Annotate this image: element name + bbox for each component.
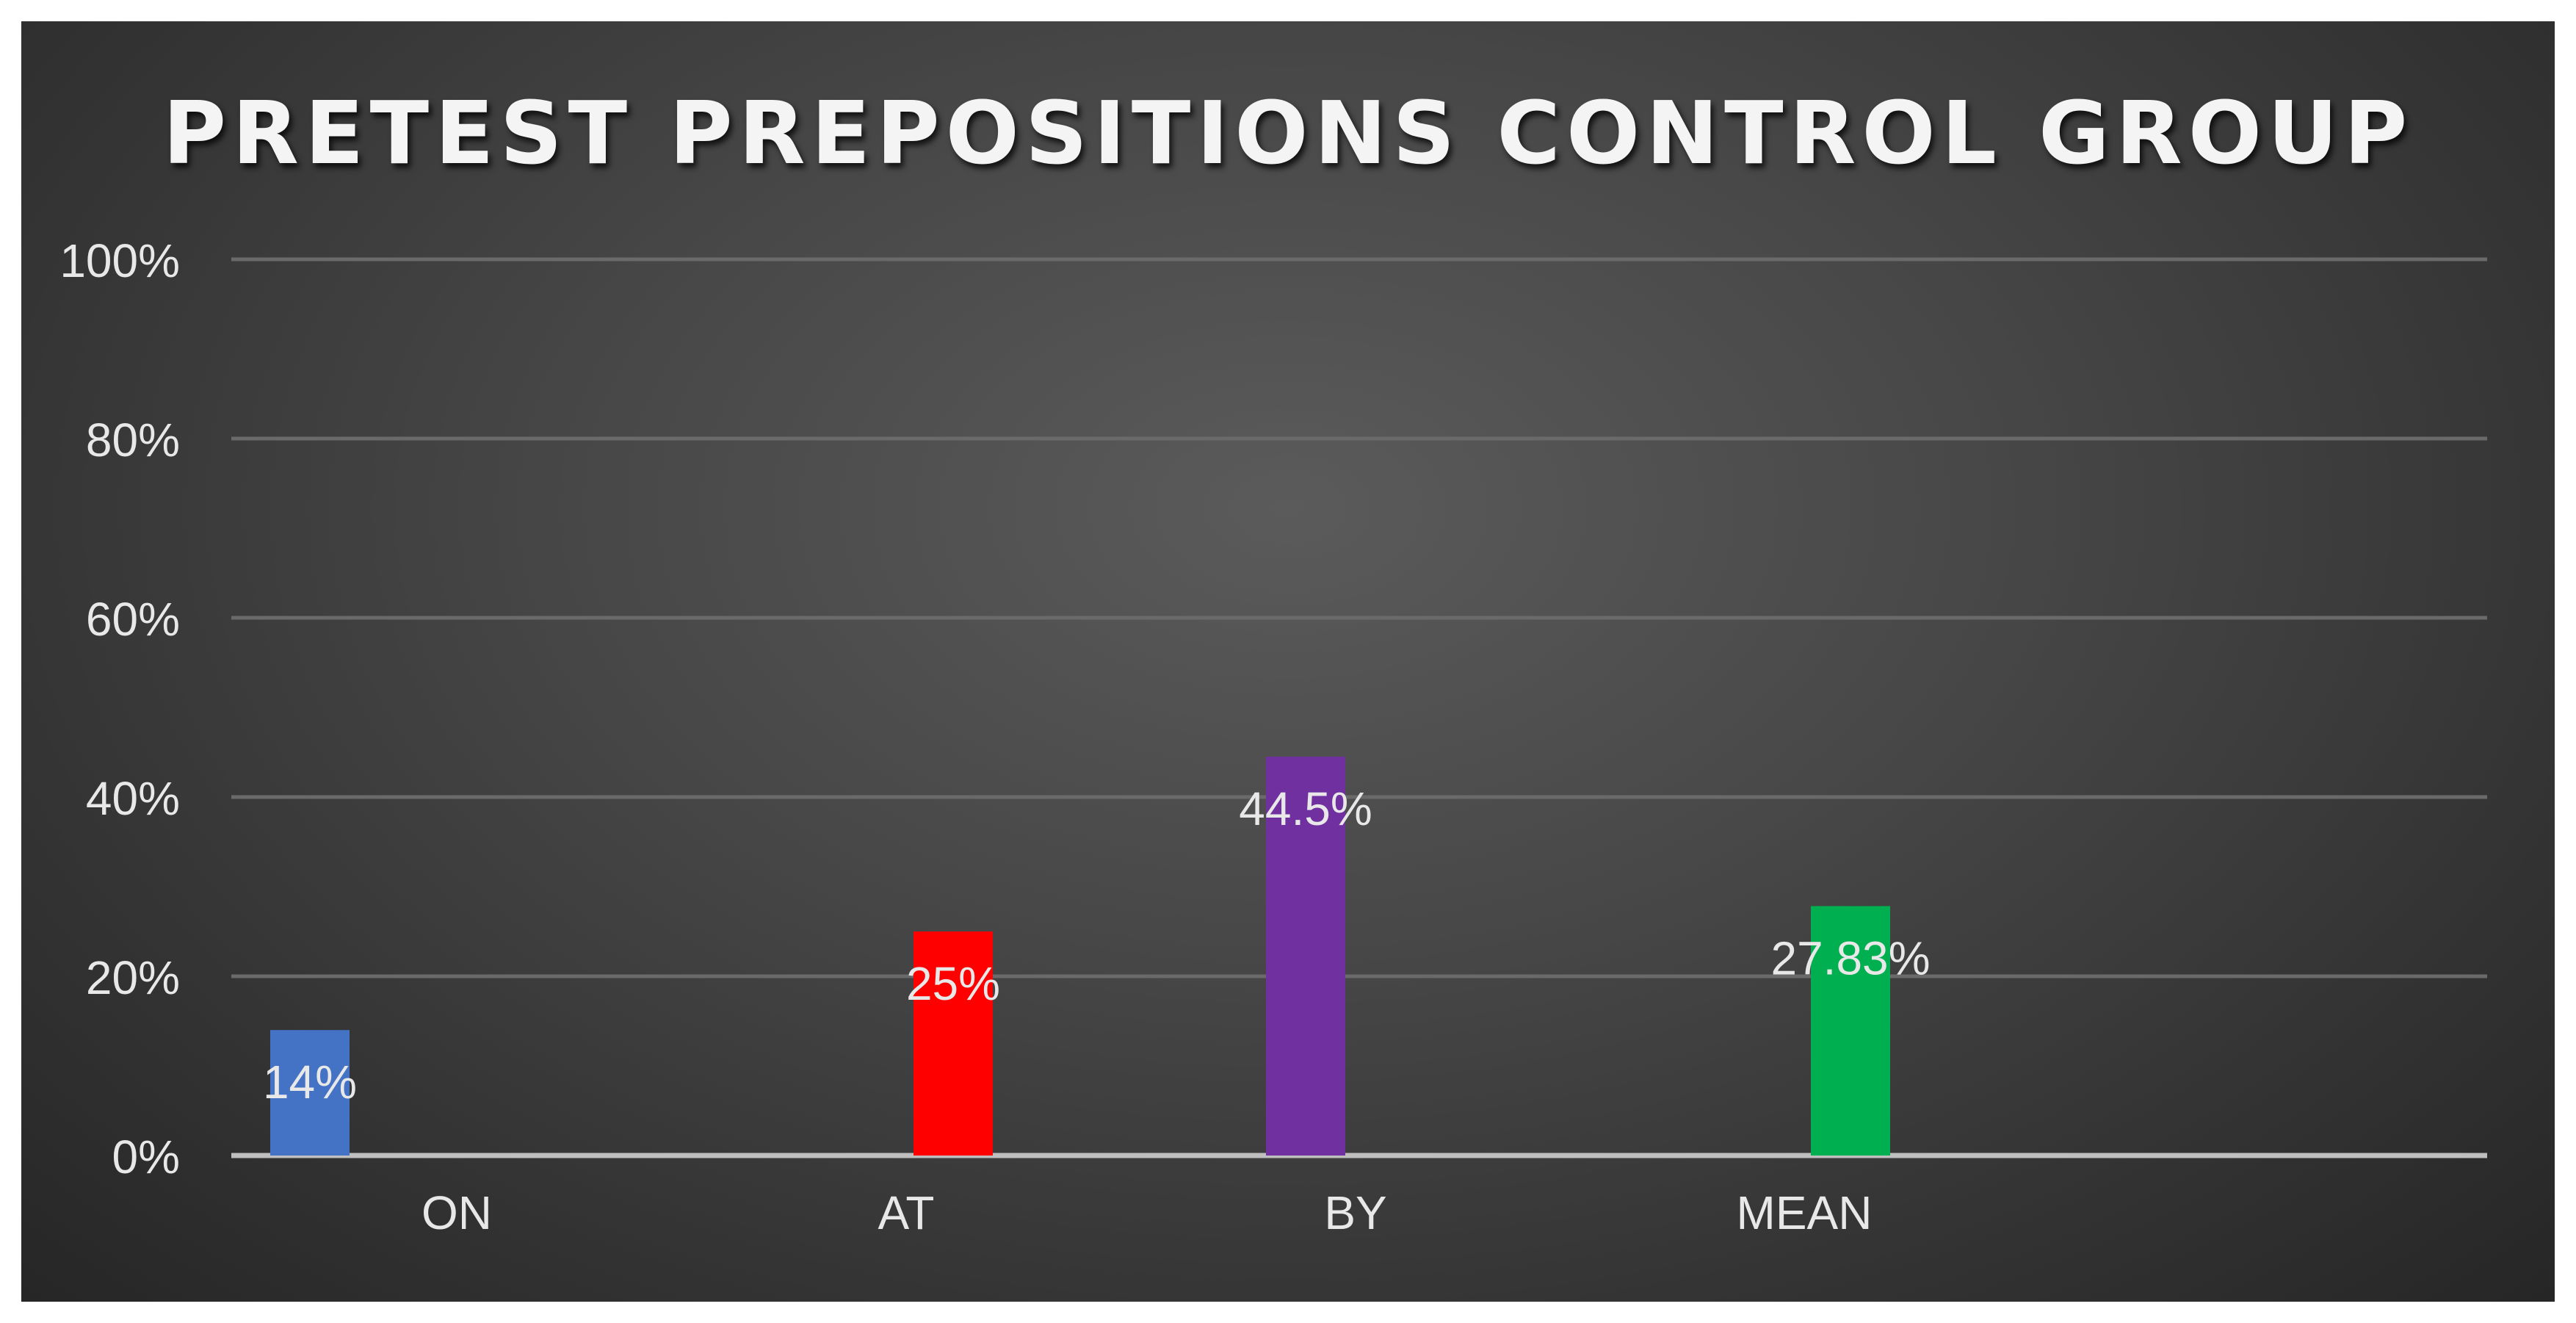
x-tick-label: AT (878, 1186, 934, 1239)
plot-area: 0% 20% 40% 60% 80% 100% 14% ON 25% AT 44.5% BY 27.83… (59, 234, 2487, 1239)
data-label: 25% (906, 957, 1000, 1010)
y-tick-label: 40% (86, 772, 180, 825)
y-tick-label: 100% (59, 234, 180, 287)
bar-on (270, 1030, 350, 1156)
bar-mean (1811, 906, 1890, 1156)
y-tick-label: 60% (86, 593, 180, 646)
y-tick-label: 20% (86, 951, 180, 1004)
data-label: 27.83% (1770, 931, 1930, 984)
bar-at (913, 931, 993, 1156)
bar-by (1266, 757, 1345, 1156)
chart-title: PRETEST PREPOSITIONS CONTROL GROUP (162, 82, 2414, 184)
x-tick-label: BY (1324, 1186, 1386, 1239)
x-tick-label: ON (422, 1186, 492, 1239)
data-label: 14% (263, 1056, 357, 1108)
chart-area: PRETEST PREPOSITIONS CONTROL GROUP 0% 20%… (21, 21, 2555, 1302)
x-tick-label: MEAN (1737, 1186, 1873, 1239)
y-tick-label: 0% (112, 1131, 181, 1183)
data-label: 44.5% (1239, 782, 1372, 835)
y-tick-label: 80% (86, 414, 180, 466)
